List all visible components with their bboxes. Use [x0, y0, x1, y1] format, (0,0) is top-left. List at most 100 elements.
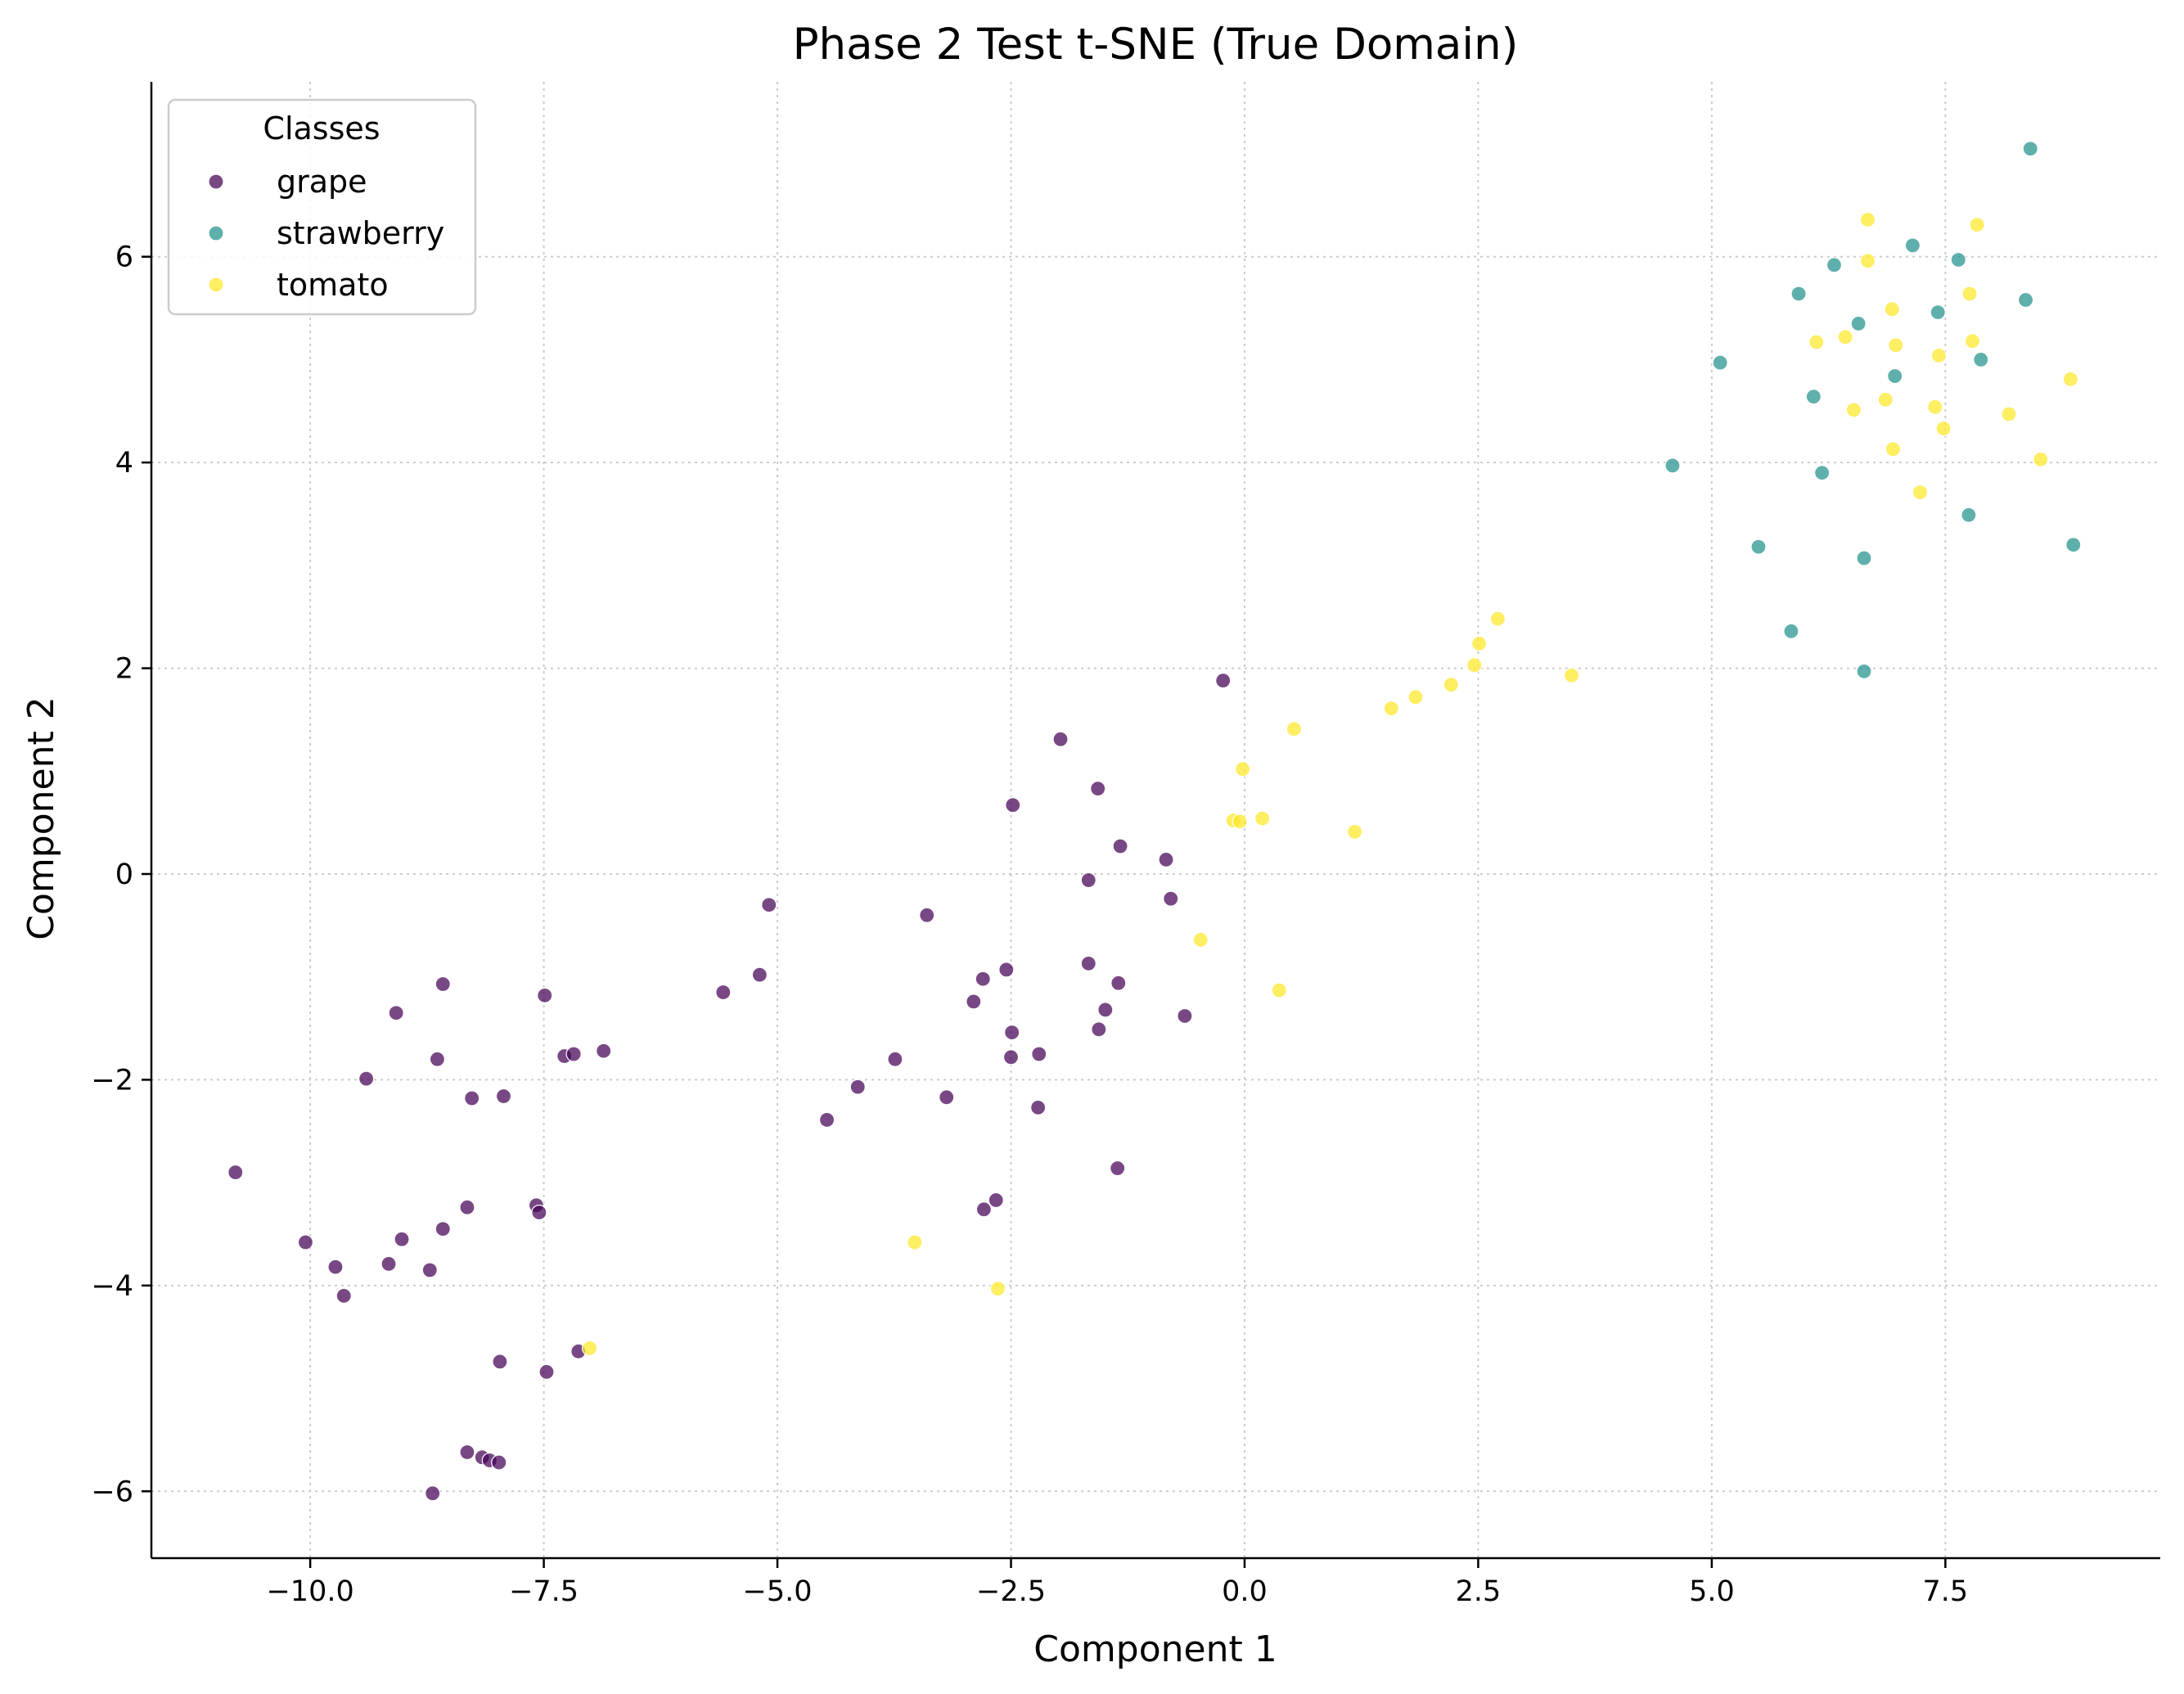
grape-point [491, 1454, 507, 1471]
tomato-point [1407, 689, 1424, 705]
grape-point [335, 1287, 352, 1304]
tomato-point [1837, 329, 1853, 345]
legend-entry-strawberry: strawberry [208, 215, 444, 251]
tomato-point [2033, 451, 2049, 467]
grape-point [1052, 731, 1069, 747]
legend-label-grape: grape [277, 164, 367, 200]
tomato-point [1885, 441, 1902, 457]
strawberry-point [1930, 304, 1946, 321]
y-tick-label: 0 [115, 858, 133, 891]
tomato-point [1470, 635, 1488, 652]
tomato-point [1888, 337, 1904, 354]
tomato-point [1254, 810, 1271, 827]
grape-point [1031, 1046, 1047, 1062]
strawberry-point [1826, 257, 1843, 273]
y-tick-label: −2 [91, 1064, 133, 1097]
grape-point [565, 1046, 582, 1062]
legend-label-tomato: tomato [277, 267, 389, 303]
grape-point [715, 984, 732, 1001]
y-tick-label: 4 [115, 447, 133, 480]
grape-point [227, 1164, 244, 1181]
grape-point [1177, 1007, 1193, 1025]
grape-point [818, 1111, 835, 1129]
grape-point [596, 1043, 612, 1059]
grape-point [975, 971, 991, 987]
strawberry-point [1950, 251, 1966, 268]
grape-point [1110, 1160, 1126, 1177]
y-tick-label: −6 [91, 1475, 133, 1508]
strawberry-point [2065, 537, 2082, 553]
strawberry-point [2017, 291, 2034, 309]
y-axis-label: Component 2 [20, 696, 62, 939]
grape-point [459, 1444, 475, 1461]
tomato-point [1927, 399, 1943, 415]
x-tick-label: −7.5 [509, 1575, 579, 1608]
grape-point [388, 1005, 404, 1021]
strawberry-point [1790, 286, 1807, 302]
tomato-point [1232, 813, 1248, 830]
tomato-point [1192, 931, 1209, 948]
grape-point [975, 1201, 992, 1218]
tomato-point [907, 1234, 923, 1250]
legend-entry-tomato: tomato [208, 267, 389, 303]
x-tick-label: −2.5 [976, 1575, 1046, 1608]
x-tick-label: 7.5 [1923, 1575, 1969, 1608]
strawberry-point [1750, 538, 1767, 555]
strawberry-point [1856, 663, 1872, 679]
tomato-point [989, 1281, 1006, 1297]
tomato-point [1877, 391, 1894, 408]
legend-title: Classes [263, 110, 380, 146]
strawberry-point [1856, 550, 1872, 566]
x-axis-ticks: −10.0 −7.5 −5.0 −2.5 0.0 2.5 5.0 7.5 [266, 1558, 1968, 1608]
grape-point [849, 1079, 866, 1095]
grape-point [327, 1259, 344, 1275]
grape-point [939, 1089, 955, 1106]
tomato-point [1884, 301, 1900, 318]
grape-point [751, 966, 768, 983]
strawberry-point [1805, 389, 1822, 405]
tomato-point [1383, 700, 1399, 717]
tomato-point [1912, 484, 1929, 501]
strawberry-point [1850, 315, 1867, 332]
grape-point [1163, 890, 1179, 907]
grape-point [1080, 872, 1097, 889]
legend-box [167, 98, 477, 316]
legend-entry-grape: grape [208, 164, 367, 200]
grid [151, 82, 2160, 1558]
y-tick-label: 6 [115, 241, 133, 274]
legend: Classes grape strawberry tomato [167, 98, 477, 316]
tomato-point [2001, 406, 2017, 422]
grape-point [429, 1051, 446, 1067]
strawberry-point [1961, 507, 1977, 523]
data-points [227, 141, 2082, 1502]
legend-marker-tomato [208, 277, 224, 293]
grape-point [1158, 851, 1174, 868]
grape-point [1004, 1024, 1020, 1041]
tomato-point [1964, 333, 1981, 349]
grape-point [1080, 955, 1097, 971]
grape-point [887, 1051, 903, 1067]
x-tick-label: 5.0 [1689, 1575, 1735, 1608]
x-tick-label: 2.5 [1456, 1575, 1502, 1608]
grape-point [464, 1090, 480, 1106]
grape-point [435, 975, 451, 993]
axes [150, 82, 2160, 1560]
grape-point [492, 1354, 508, 1370]
grape-point [1090, 781, 1106, 797]
grape-point [919, 907, 935, 923]
grape-point [998, 962, 1015, 978]
grape-point [495, 1088, 512, 1105]
x-tick-label: −5.0 [743, 1575, 813, 1608]
strawberry-point [1712, 354, 1728, 371]
grape-point [435, 1221, 451, 1237]
series-tomato [581, 211, 2078, 1357]
tomato-point [1845, 402, 1862, 418]
legend-label-strawberry: strawberry [277, 215, 444, 251]
x-axis-label: Component 1 [1033, 1629, 1277, 1670]
strawberry-point [1783, 623, 1799, 639]
y-tick-label: 2 [115, 653, 133, 686]
y-axis-ticks: −6 −4 −2 0 2 4 6 [91, 241, 151, 1508]
grape-point [1091, 1021, 1107, 1038]
legend-marker-grape [208, 173, 224, 190]
